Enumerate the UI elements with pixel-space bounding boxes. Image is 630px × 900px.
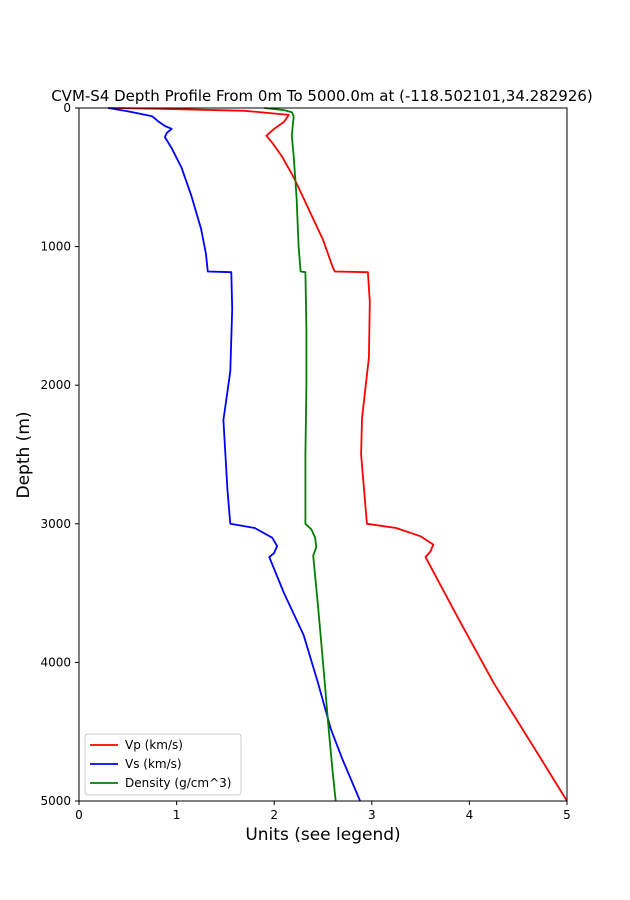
legend: Vp (km/s) Vs (km/s) Density (g/cm^3) xyxy=(84,733,242,796)
x-tick-label: 2 xyxy=(270,808,278,822)
legend-label-0: Vp (km/s) xyxy=(125,738,183,752)
legend-label-1: Vs (km/s) xyxy=(125,757,182,771)
x-tick-label: 4 xyxy=(466,808,474,822)
legend-label-2: Density (g/cm^3) xyxy=(125,776,231,790)
series-line-0 xyxy=(108,107,568,802)
x-tick-label: 0 xyxy=(75,808,83,822)
x-axis-label: Units (see legend) xyxy=(245,825,400,845)
x-tick-label: 5 xyxy=(563,808,571,822)
y-tick-label: 1000 xyxy=(40,240,71,254)
x-tick-label: 1 xyxy=(173,808,181,822)
plot-frame xyxy=(78,107,568,802)
y-tick-label: 4000 xyxy=(40,655,71,669)
legend-box xyxy=(84,733,242,796)
x-tick-label: 3 xyxy=(368,808,376,822)
series-line-1 xyxy=(108,107,361,802)
y-tick-label: 0 xyxy=(63,101,71,115)
y-axis-label: Depth (m) xyxy=(14,411,34,498)
chart-title: CVM-S4 Depth Profile From 0m To 5000.0m … xyxy=(51,87,593,105)
y-tick-label: 2000 xyxy=(40,378,71,392)
y-tick-label: 3000 xyxy=(40,517,71,531)
y-tick-label: 5000 xyxy=(40,794,71,808)
series-line-2 xyxy=(264,107,337,802)
